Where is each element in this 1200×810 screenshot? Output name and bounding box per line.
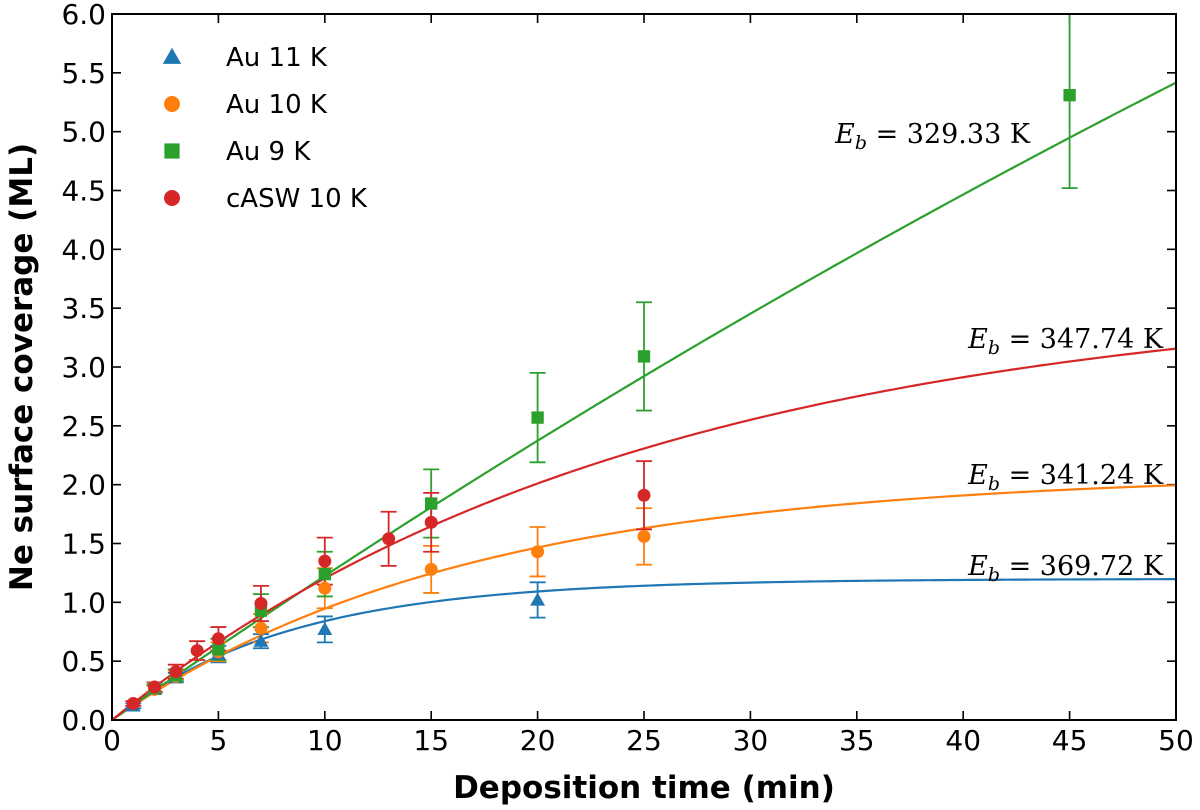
x-tick-label: 50 <box>1158 724 1194 757</box>
y-tick-label: 0.5 <box>61 645 106 678</box>
annotation-subscript: b <box>855 132 867 154</box>
fit-curve <box>112 578 1176 720</box>
legend-marker <box>162 47 182 64</box>
annotation-symbol: E <box>834 119 855 150</box>
x-tick-label: 35 <box>839 724 875 757</box>
y-tick-label: 0.0 <box>61 704 106 737</box>
y-axis-title: Ne surface coverage (ML) <box>4 143 40 591</box>
fit-annotation: Eb = 347.74 K <box>967 324 1164 359</box>
y-tick-label: 4.5 <box>61 175 106 208</box>
data-point <box>211 632 225 646</box>
y-tick-label: 2.0 <box>61 469 106 502</box>
annotation-subscript: b <box>988 473 1000 495</box>
data-point <box>148 680 162 694</box>
annotation-value: = 341.24 K <box>1000 460 1164 491</box>
data-point <box>382 532 396 546</box>
data-point <box>637 488 651 502</box>
data-point <box>317 621 333 636</box>
annotation-subscript: b <box>988 564 1000 586</box>
legend-label: Au 10 K <box>226 90 328 120</box>
fit-annotation: Eb = 341.24 K <box>967 460 1164 495</box>
legend-label: Au 9 K <box>226 137 311 167</box>
fit-annotation: Eb = 329.33 K <box>834 119 1031 154</box>
x-tick-label: 15 <box>413 724 449 757</box>
legend-label: cASW 10 K <box>226 184 368 214</box>
x-tick-label: 20 <box>520 724 556 757</box>
legend-marker <box>164 143 180 159</box>
fit-annotations: Eb = 369.72 KEb = 341.24 KEb = 329.33 KE… <box>834 119 1164 586</box>
data-point <box>425 497 438 510</box>
y-tick-label: 5.5 <box>61 57 106 90</box>
y-tick-label: 4.0 <box>61 233 106 266</box>
y-tick-label: 5.0 <box>61 116 106 149</box>
x-tick-label: 25 <box>626 724 662 757</box>
data-point <box>424 515 438 529</box>
fit-annotation: Eb = 369.72 K <box>967 551 1164 586</box>
data-point <box>1063 89 1076 102</box>
data-point <box>318 581 332 595</box>
x-axis-title: Deposition time (min) <box>453 770 835 806</box>
data-point <box>169 665 183 679</box>
data-point <box>254 621 268 635</box>
annotation-subscript: b <box>988 337 1000 359</box>
x-tick-label: 10 <box>307 724 343 757</box>
plot-frame <box>111 13 1177 721</box>
y-tick-label: 1.5 <box>61 528 106 561</box>
annotation-symbol: E <box>967 551 988 582</box>
data-point <box>530 592 546 606</box>
x-tick-label: 40 <box>945 724 981 757</box>
data-point <box>637 529 651 543</box>
data-point <box>253 633 269 647</box>
data-points <box>125 89 1076 712</box>
legend-label: Au 11 K <box>226 43 328 73</box>
data-point <box>212 643 225 656</box>
data-point <box>254 597 268 611</box>
annotation-value: = 369.72 K <box>1000 551 1164 582</box>
x-tick-label: 45 <box>1052 724 1088 757</box>
data-point <box>424 562 438 576</box>
tick-labels: 0 5 10 15 20 25 30 35 40 45 50 0.0 0.5 1.0 1.5 2.0 2.5 3.… <box>61 0 1193 757</box>
annotation-value: = 347.74 K <box>1000 324 1164 355</box>
y-tick-label: 2.5 <box>61 410 106 443</box>
fit-curve <box>112 347 1176 720</box>
legend: Au 11 K Au 10 K Au 9 K cASW 10 K <box>162 43 368 214</box>
y-tick-label: 6.0 <box>61 0 106 31</box>
legend-marker <box>164 96 180 112</box>
y-tick-label: 3.0 <box>61 351 106 384</box>
data-point <box>190 644 204 658</box>
data-point <box>637 350 651 363</box>
data-point <box>531 411 544 424</box>
data-point <box>318 554 332 568</box>
annotation-symbol: E <box>967 324 988 355</box>
data-point <box>531 545 545 559</box>
y-tick-label: 1.0 <box>61 586 106 619</box>
legend-marker <box>164 190 180 206</box>
x-tick-label: 5 <box>209 724 227 757</box>
y-tick-label: 3.5 <box>61 292 106 325</box>
data-point <box>126 697 140 711</box>
x-tick-label: 30 <box>733 724 769 757</box>
data-point <box>318 567 331 581</box>
annotation-symbol: E <box>967 460 988 491</box>
annotation-value: = 329.33 K <box>867 119 1031 150</box>
x-tick-label: 0 <box>103 724 121 757</box>
